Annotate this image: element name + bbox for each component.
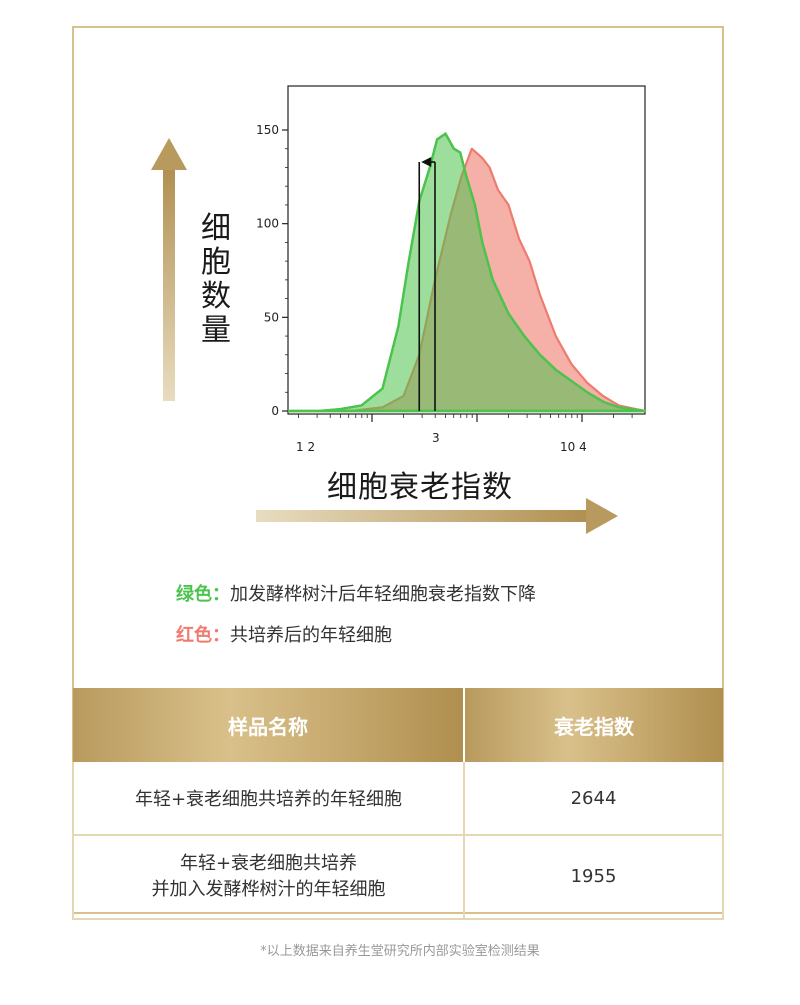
plot-layer <box>286 131 647 413</box>
x-tick-label: 10 4 <box>560 440 587 454</box>
x-tick-label: 1 2 <box>296 440 315 454</box>
legend-green: 绿色：加发酵桦树汁后年轻细胞衰老指数下降 <box>176 580 536 606</box>
legend-red-key: 红色： <box>176 625 230 646</box>
y-axis-title-char: 胞 <box>201 245 231 280</box>
footnote: *以上数据来自养生堂研究所内部实验室检测结果 <box>260 944 540 959</box>
x-arrow <box>256 498 618 534</box>
sample-name-cell: 年轻+衰老细胞共培养的年轻细胞 <box>72 762 465 836</box>
chart: 0 50 100 150 1 2 3 10 4 <box>151 85 647 534</box>
x-tick-label: 3 <box>432 431 440 445</box>
legend-green-text: 加发酵桦树汁后年轻细胞衰老指数下降 <box>230 584 536 605</box>
y-arrow <box>151 138 187 401</box>
y-tick-label: 0 <box>271 404 279 418</box>
table-row: 年轻+衰老细胞共培养 并加入发酵桦树汁的年轻细胞 1955 <box>72 835 724 920</box>
header-senescence-index: 衰老指数 <box>464 688 723 762</box>
y-tick-label: 100 <box>256 217 279 231</box>
legend-red: 红色：共培养后的年轻细胞 <box>176 621 392 647</box>
table-row: 年轻+衰老细胞共培养的年轻细胞 2644 <box>72 762 724 836</box>
index-value-cell: 1955 <box>463 835 724 920</box>
header-sample-name: 样品名称 <box>73 688 465 762</box>
y-axis-title-char: 量 <box>201 313 231 348</box>
sample-name-line: 年轻+衰老细胞共培养的年轻细胞 <box>134 789 403 810</box>
y-tick-label: 50 <box>264 310 279 324</box>
y-axis-title-char: 数 <box>201 279 231 314</box>
table-header-row: 样品名称 衰老指数 <box>73 688 723 762</box>
legend-green-key: 绿色： <box>176 584 230 605</box>
legend-red-text: 共培养后的年轻细胞 <box>230 625 392 646</box>
y-tick-label: 150 <box>256 123 279 137</box>
sample-name-line: 并加入发酵桦树汁的年轻细胞 <box>151 879 386 900</box>
axis-layer: 0 50 100 150 1 2 3 10 4 <box>256 123 633 454</box>
gate-arrow-head <box>421 157 432 167</box>
index-value-cell: 2644 <box>463 762 724 836</box>
sample-name-line: 年轻+衰老细胞共培养 <box>179 853 358 874</box>
results-table: 样品名称 衰老指数 年轻+衰老细胞共培养的年轻细胞 2644 年轻+衰老细胞共培… <box>72 688 724 920</box>
y-axis-title: 细胞数量 <box>196 212 236 348</box>
sample-name-cell: 年轻+衰老细胞共培养 并加入发酵桦树汁的年轻细胞 <box>72 835 465 920</box>
x-axis-title: 细胞衰老指数 <box>327 470 513 505</box>
y-axis-title-char: 细 <box>201 211 231 246</box>
series-line-0 <box>288 131 646 413</box>
